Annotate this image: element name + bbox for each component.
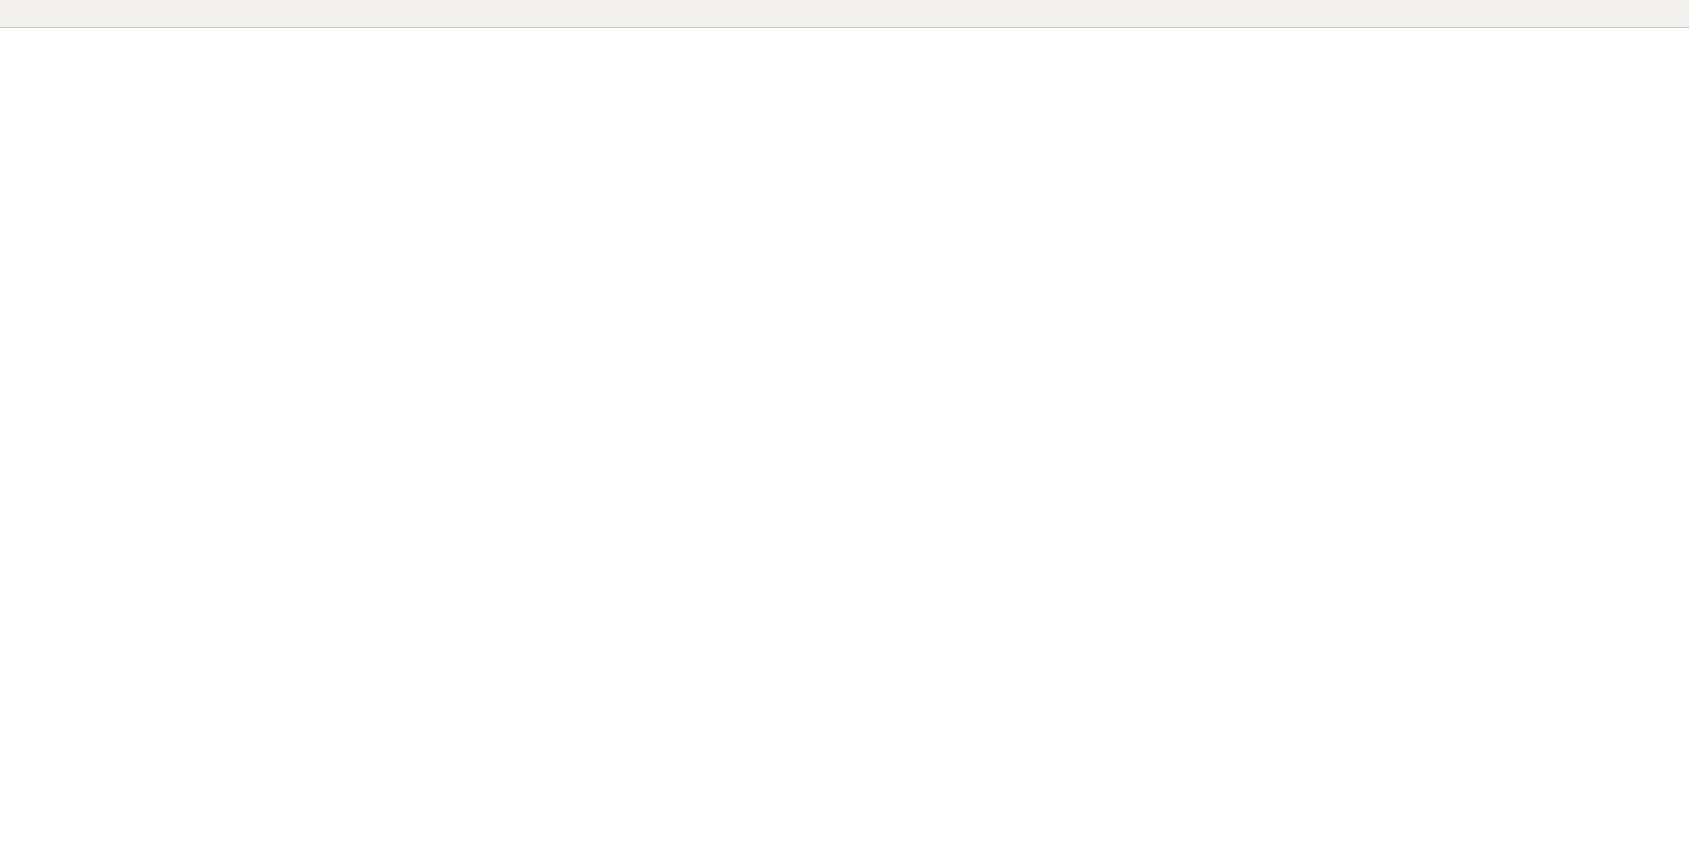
- main-toolbar: [0, 0, 1689, 28]
